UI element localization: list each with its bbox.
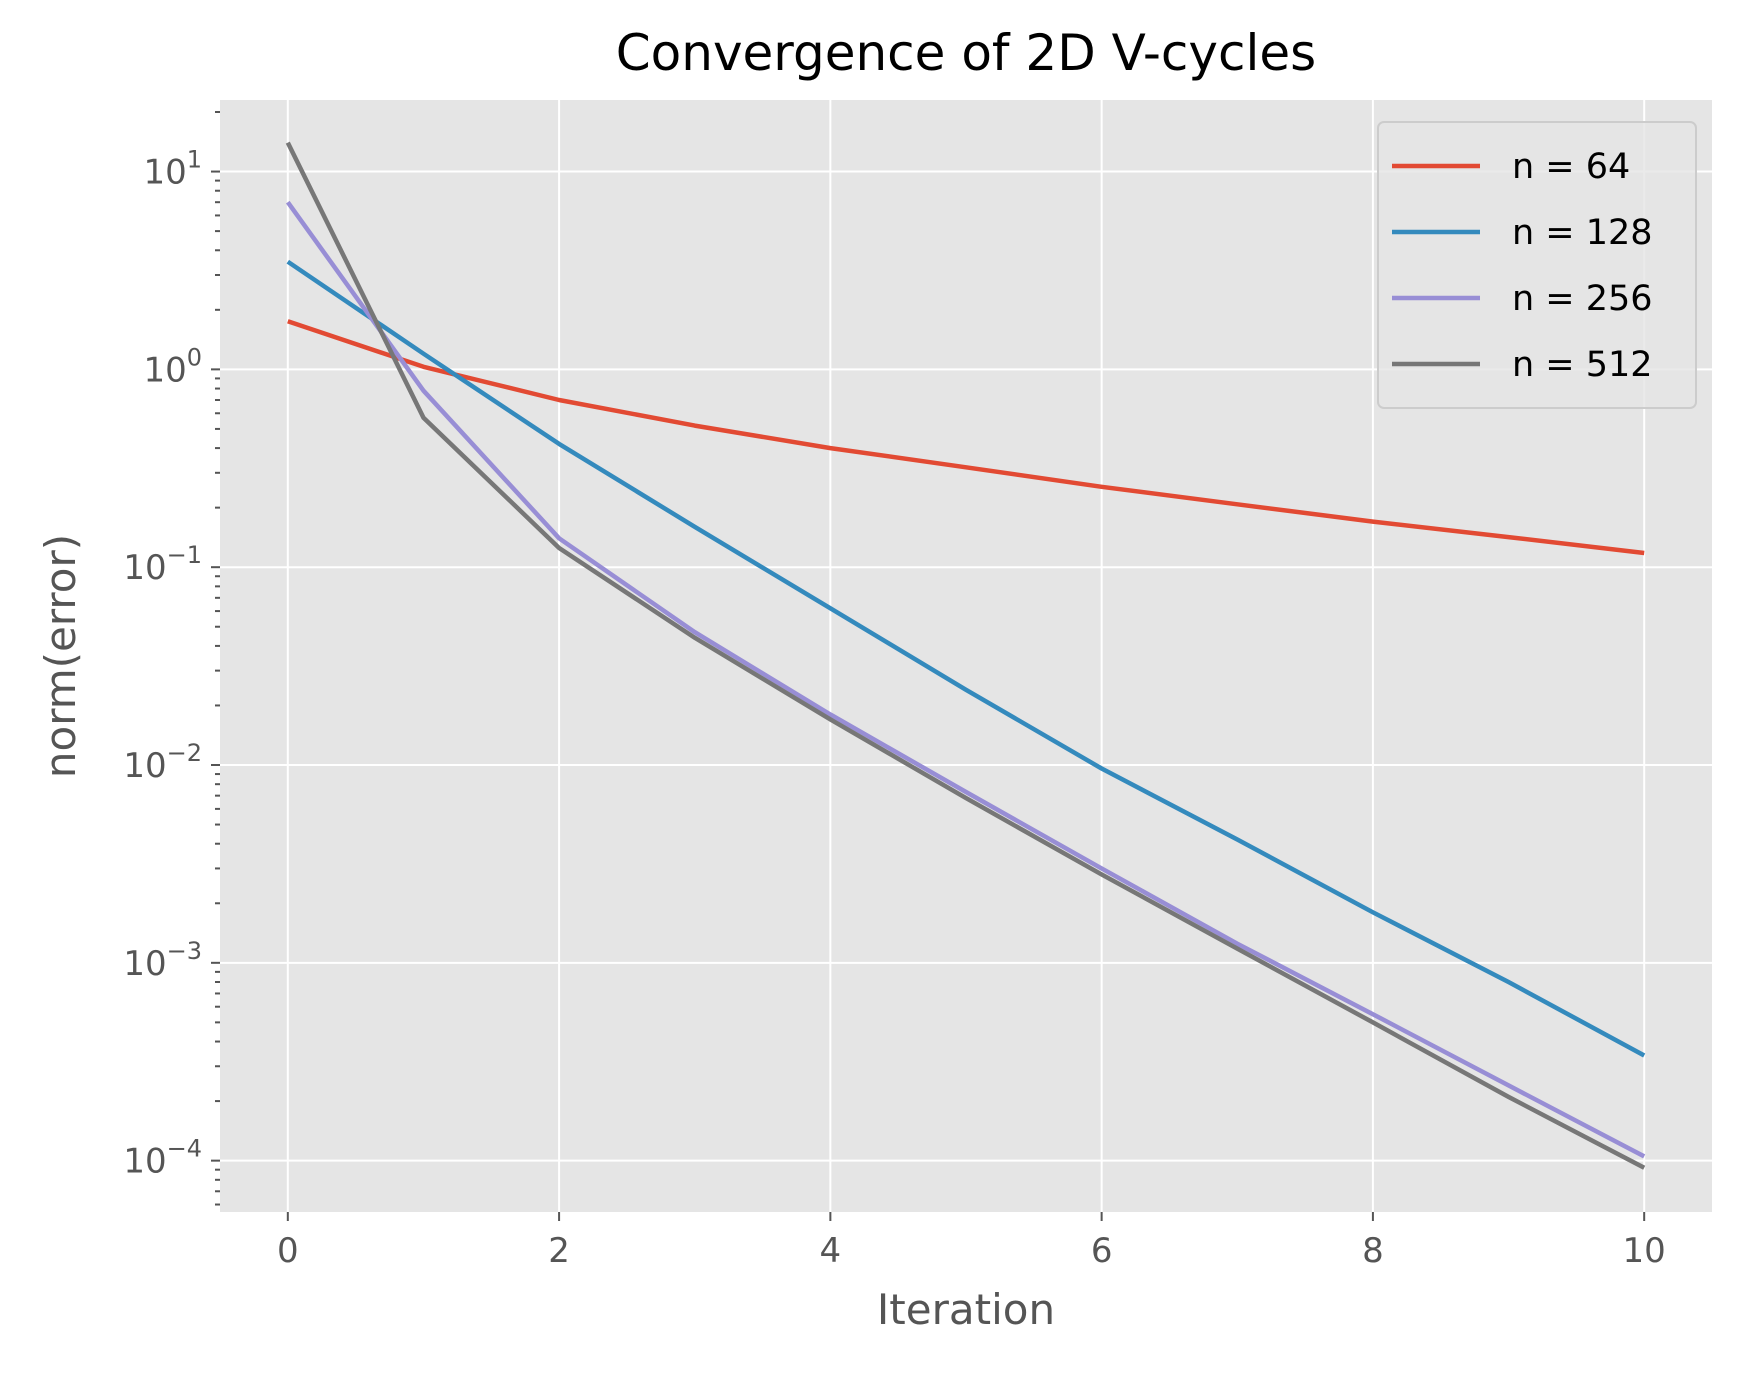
series-line-3 bbox=[285, 200, 1646, 1159]
legend-entry-label: n = 512 bbox=[1512, 345, 1653, 385]
x-tick-label: 8 bbox=[1362, 1231, 1384, 1271]
x-axis-ticks: 0 2 4 6 8 10 bbox=[277, 1212, 1666, 1271]
legend-entry-label: n = 128 bbox=[1512, 213, 1653, 253]
y-tick-label: 10−2 bbox=[123, 739, 202, 786]
series-line-1 bbox=[287, 319, 1645, 556]
series-line-4 bbox=[285, 141, 1646, 1170]
y-axis-ticks: 101 100 10−1 10−2 10−3 10−4 bbox=[123, 111, 220, 1206]
legend-entry-label: n = 64 bbox=[1512, 147, 1630, 187]
x-tick-label: 0 bbox=[277, 1231, 299, 1271]
y-tick-label: 10−3 bbox=[123, 937, 202, 984]
x-tick-label: 6 bbox=[1091, 1231, 1113, 1271]
legend-box bbox=[1377, 121, 1697, 409]
y-tick-label: 101 bbox=[143, 146, 202, 193]
x-tick-label: 10 bbox=[1623, 1231, 1666, 1271]
y-axis-label: norm(error) bbox=[36, 534, 85, 778]
y-tick-label: 10−1 bbox=[123, 541, 202, 588]
y-tick-label: 100 bbox=[143, 343, 202, 390]
chart-title: Convergence of 2D V-cycles bbox=[616, 24, 1316, 82]
x-tick-label: 4 bbox=[820, 1231, 842, 1271]
series-line-2 bbox=[286, 259, 1646, 1058]
x-tick-label: 2 bbox=[548, 1231, 570, 1271]
legend: n = 64 n = 128 n = 256 n = 512 bbox=[1377, 121, 1697, 409]
x-axis-label: Iteration bbox=[877, 1285, 1055, 1334]
y-tick-label: 10−4 bbox=[123, 1135, 202, 1182]
legend-entry-label: n = 256 bbox=[1512, 279, 1653, 319]
series-layer bbox=[285, 141, 1646, 1170]
